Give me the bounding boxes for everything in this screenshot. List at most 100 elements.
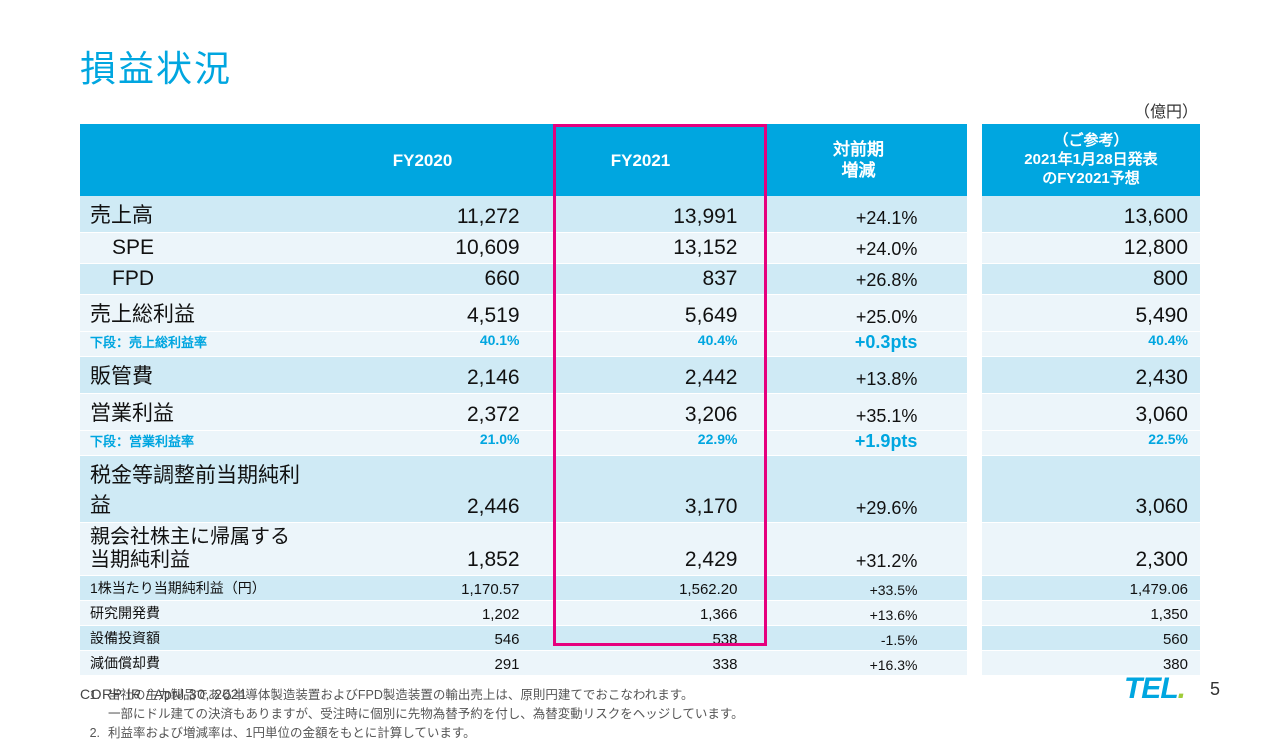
subcell-fy2021: 22.9% [532, 431, 750, 456]
subrow-label: 下段：売上総利益率 [80, 332, 314, 357]
table-row: 売上総利益4,5195,649+25.0% 5,490 [80, 295, 1200, 332]
cell-fy2021: 3,206 [532, 394, 750, 431]
subcell-change: +0.3pts [749, 332, 967, 357]
subcell-fy2020: 40.1% [314, 332, 532, 357]
cell-change: +24.0% [749, 233, 967, 264]
table-row: 営業利益2,3723,206+35.1% 3,060 [80, 394, 1200, 431]
subcell-ref: 40.4% [982, 332, 1200, 357]
table-row: FPD660837+26.8% 800 [80, 264, 1200, 295]
subcell-fy2020: 21.0% [314, 431, 532, 456]
cell-fy2020: 10,609 [314, 233, 532, 264]
cell-fy2020: 1,852 [314, 523, 532, 576]
cell-fy2020: 4,519 [314, 295, 532, 332]
row-label: 売上高 [80, 196, 314, 233]
cell-ref: 2,300 [982, 523, 1200, 576]
footnote-text: 利益率および増減率は、1円単位の金額をもとに計算しています。 [108, 724, 476, 743]
footnote-number: 2. [80, 724, 108, 743]
cell-fy2020: 291 [314, 651, 532, 676]
table-subrow: 下段：売上総利益率40.1%40.4%+0.3pts40.4% [80, 332, 1200, 357]
cell-fy2020: 2,372 [314, 394, 532, 431]
row-label: 設備投資額 [80, 626, 314, 651]
table-row: 販管費2,1462,442+13.8% 2,430 [80, 357, 1200, 394]
col-header-blank [80, 124, 314, 196]
table-row: 売上高11,27213,991+24.1%13,600 [80, 196, 1200, 233]
cell-ref: 12,800 [982, 233, 1200, 264]
subcell-ref: 22.5% [982, 431, 1200, 456]
cell-ref: 2,430 [982, 357, 1200, 394]
table-row: SPE10,60913,152+24.0% 12,800 [80, 233, 1200, 264]
row-label: 売上総利益 [80, 295, 314, 332]
table-wrapper: FY2020 FY2021 対前期増減 （ご参考）2021年1月28日発表のFY… [80, 124, 1200, 676]
logo-text: TEL [1124, 672, 1178, 705]
cell-ref: 1,350 [982, 601, 1200, 626]
unit-label: （億円） [80, 98, 1200, 122]
page-title: 損益状況 [80, 40, 1200, 92]
col-gap [967, 124, 982, 196]
row-label: FPD [80, 264, 314, 295]
cell-fy2021: 2,442 [532, 357, 750, 394]
cell-change: +26.8% [749, 264, 967, 295]
cell-ref: 13,600 [982, 196, 1200, 233]
col-header-change: 対前期増減 [749, 124, 967, 196]
cell-change: +25.0% [749, 295, 967, 332]
slide-root: 損益状況 （億円） FY2020 FY2021 対前期増減 （ご参考）2021年… [0, 0, 1280, 720]
row-label: 親会社株主に帰属する当期純利益 [80, 523, 314, 576]
cell-fy2020: 1,170.57 [314, 576, 532, 601]
col-header-fy2020: FY2020 [314, 124, 532, 196]
cell-fy2021: 5,649 [532, 295, 750, 332]
table-row: 1株当たり当期純利益（円）1,170.571,562.20+33.5% 1,479… [80, 576, 1200, 601]
cell-change: +35.1% [749, 394, 967, 431]
cell-fy2021: 3,170 [532, 456, 750, 523]
cell-ref: 800 [982, 264, 1200, 295]
table-row: 親会社株主に帰属する当期純利益1,8522,429+31.2% 2,300 [80, 523, 1200, 576]
footnote-item: 1.当社の主力製品である半導体製造装置およびFPD製造装置の輸出売上は、原則円建… [80, 686, 1200, 724]
table-row: 減価償却費291338+16.3%380 [80, 651, 1200, 676]
subcell-fy2021: 40.4% [532, 332, 750, 357]
row-label: 1株当たり当期純利益（円） [80, 576, 314, 601]
table-row: 研究開発費1,2021,366+13.6% 1,350 [80, 601, 1200, 626]
cell-ref: 3,060 [982, 456, 1200, 523]
cell-fy2020: 2,446 [314, 456, 532, 523]
cell-change: +33.5% [749, 576, 967, 601]
cell-ref: 560 [982, 626, 1200, 651]
subrow-label: 下段：営業利益率 [80, 431, 314, 456]
row-label: SPE [80, 233, 314, 264]
footer-text: CORP IR / April 30, 2021 [80, 686, 247, 702]
row-label: 税金等調整前当期純利益 [80, 456, 314, 523]
logo-dot-icon: . [1178, 672, 1185, 705]
cell-fy2021: 2,429 [532, 523, 750, 576]
pl-table: FY2020 FY2021 対前期増減 （ご参考）2021年1月28日発表のFY… [80, 124, 1200, 676]
cell-ref: 1,479.06 [982, 576, 1200, 601]
cell-fy2020: 2,146 [314, 357, 532, 394]
cell-fy2021: 13,991 [532, 196, 750, 233]
page-number: 5 [1210, 679, 1220, 700]
table-row: 税金等調整前当期純利益2,4463,170+29.6%3,060 [80, 456, 1200, 523]
cell-change: +24.1% [749, 196, 967, 233]
subcell-change: +1.9pts [749, 431, 967, 456]
col-header-fy2021: FY2021 [532, 124, 750, 196]
row-label: 販管費 [80, 357, 314, 394]
cell-fy2021: 538 [532, 626, 750, 651]
cell-fy2021: 338 [532, 651, 750, 676]
table-row: 設備投資額546538-1.5%560 [80, 626, 1200, 651]
row-label: 減価償却費 [80, 651, 314, 676]
cell-fy2021: 1,562.20 [532, 576, 750, 601]
cell-ref: 3,060 [982, 394, 1200, 431]
cell-fy2020: 660 [314, 264, 532, 295]
footnotes: 1.当社の主力製品である半導体製造装置およびFPD製造装置の輸出売上は、原則円建… [80, 686, 1200, 742]
cell-fy2021: 13,152 [532, 233, 750, 264]
cell-change: +13.8% [749, 357, 967, 394]
cell-change: +13.6% [749, 601, 967, 626]
cell-fy2021: 1,366 [532, 601, 750, 626]
cell-fy2021: 837 [532, 264, 750, 295]
cell-change: +29.6% [749, 456, 967, 523]
cell-change: +16.3% [749, 651, 967, 676]
table-subrow: 下段：営業利益率21.0%22.9%+1.9pts 22.5% [80, 431, 1200, 456]
row-label: 営業利益 [80, 394, 314, 431]
cell-ref: 5,490 [982, 295, 1200, 332]
footnote-item: 2.利益率および増減率は、1円単位の金額をもとに計算しています。 [80, 724, 1200, 743]
tel-logo: TEL. [1124, 672, 1185, 706]
cell-fy2020: 1,202 [314, 601, 532, 626]
row-label: 研究開発費 [80, 601, 314, 626]
cell-change: +31.2% [749, 523, 967, 576]
